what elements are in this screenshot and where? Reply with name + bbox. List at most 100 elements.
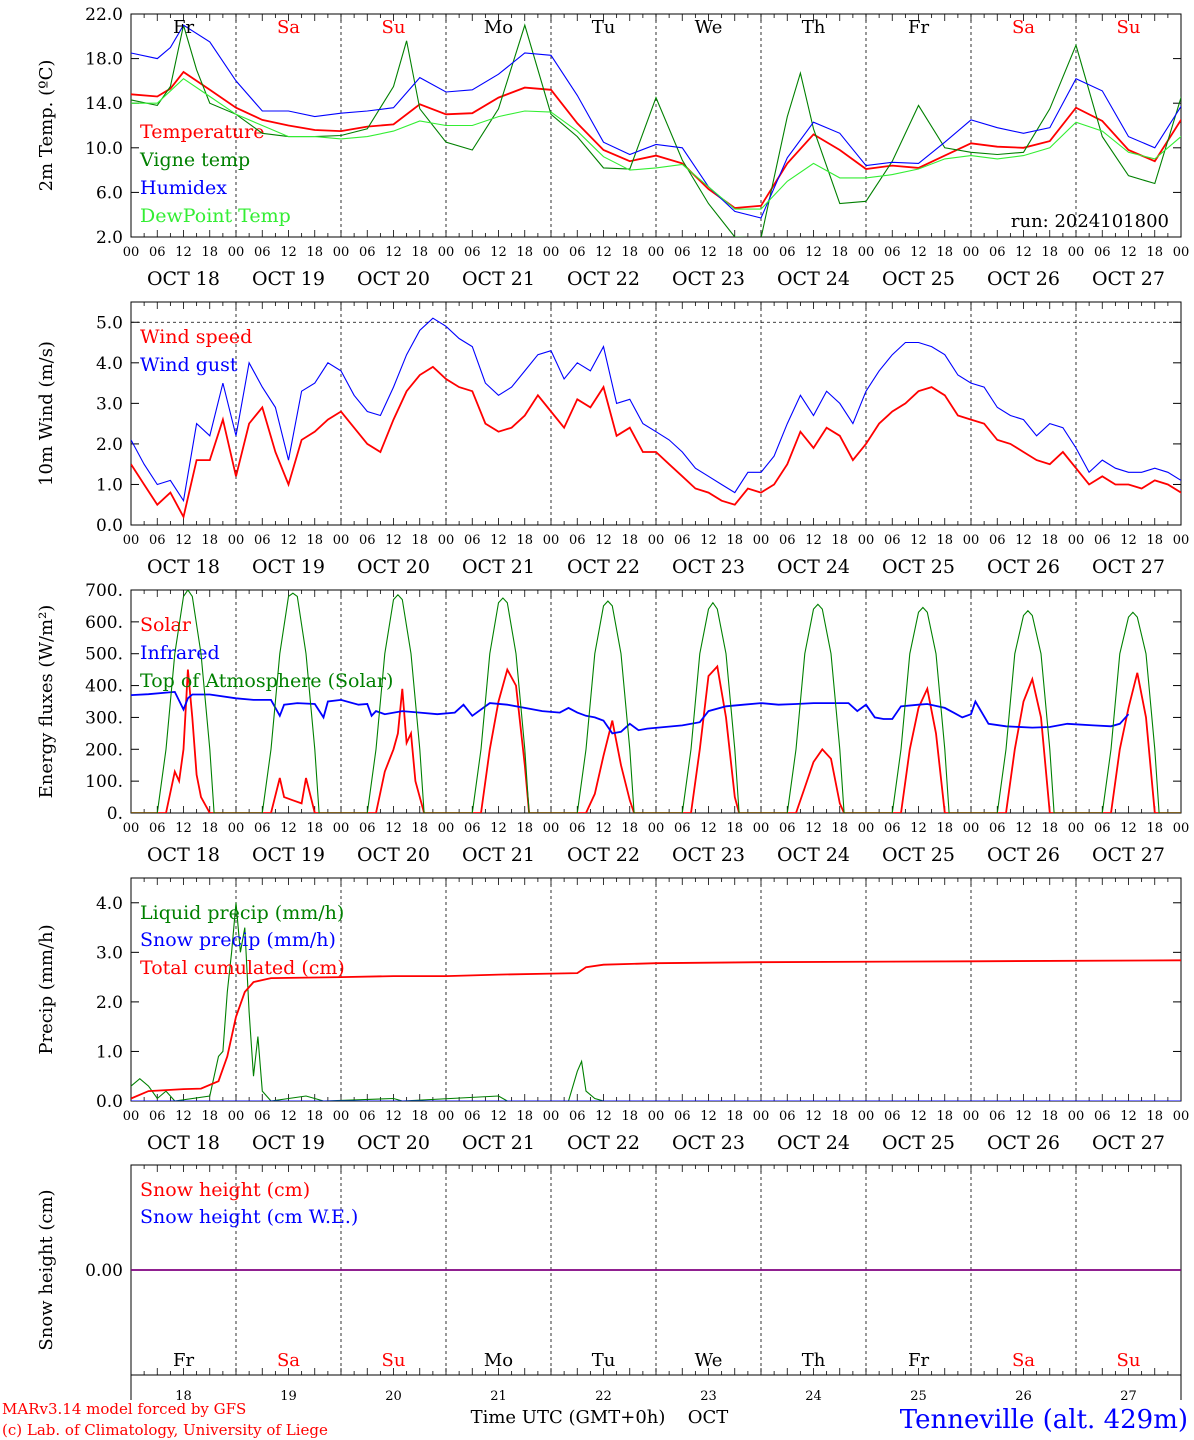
hour-tick-label: 00 xyxy=(543,821,560,836)
date-label: OCT 19 xyxy=(252,844,325,866)
hour-tick-label: 00 xyxy=(753,245,770,260)
date-label: OCT 26 xyxy=(987,268,1060,290)
legend-entry: Solar xyxy=(140,614,192,636)
hour-tick-label: 12 xyxy=(490,533,507,548)
hour-tick-label: 18 xyxy=(831,1109,848,1124)
hour-tick-label: 00 xyxy=(1173,245,1190,260)
date-label: OCT 21 xyxy=(462,556,535,578)
hour-tick-label: 12 xyxy=(595,1109,612,1124)
hour-tick-label: 06 xyxy=(1094,821,1111,836)
hour-tick-label: 18 xyxy=(516,1109,533,1124)
hour-tick-label: 18 xyxy=(936,533,953,548)
hour-tick-label: 18 xyxy=(726,1109,743,1124)
day-name-top: We xyxy=(695,17,723,38)
hour-tick-label: 18 xyxy=(726,821,743,836)
series-line-liquid-precip-mm-h- xyxy=(131,902,1181,1101)
y-tick-label: 14.0 xyxy=(85,94,123,114)
date-label: OCT 22 xyxy=(567,268,640,290)
hour-tick-label: 12 xyxy=(1120,533,1137,548)
y-tick-label: 200. xyxy=(85,740,123,760)
date-label: OCT 20 xyxy=(357,844,430,866)
date-label: OCT 26 xyxy=(987,556,1060,578)
hour-tick-label: 00 xyxy=(333,1109,350,1124)
hour-tick-label: 06 xyxy=(359,533,376,548)
hour-tick-label: 00 xyxy=(648,533,665,548)
y-tick-label: 4.0 xyxy=(96,894,123,914)
hour-tick-label: 06 xyxy=(569,245,586,260)
day-name-top: Tu xyxy=(592,17,616,38)
hour-tick-label: 00 xyxy=(123,245,140,260)
hour-tick-label: 12 xyxy=(700,533,717,548)
hour-tick-label: 12 xyxy=(1015,533,1032,548)
y-axis-label: Snow height (cm) xyxy=(36,1189,57,1350)
series-line-dewpoint-temp xyxy=(131,77,1181,210)
hour-tick-label: 06 xyxy=(254,245,271,260)
hour-tick-label: 06 xyxy=(674,245,691,260)
day-name-bottom: Sa xyxy=(1012,1350,1035,1371)
day-name-bottom: Sa xyxy=(277,1350,300,1371)
hour-tick-label: 06 xyxy=(779,245,796,260)
date-label: OCT 19 xyxy=(252,268,325,290)
hour-tick-label: 18 xyxy=(936,245,953,260)
lab-credit: (c) Lab. of Climatology, University of L… xyxy=(2,1421,328,1439)
hour-tick-label: 06 xyxy=(464,245,481,260)
date-label: OCT 23 xyxy=(672,268,745,290)
date-label: OCT 21 xyxy=(462,844,535,866)
date-label: OCT 24 xyxy=(777,1132,850,1154)
day-number: 25 xyxy=(910,1389,927,1404)
hour-tick-label: 12 xyxy=(280,245,297,260)
hour-tick-label: 00 xyxy=(1068,245,1085,260)
hour-tick-label: 18 xyxy=(1041,533,1058,548)
hour-tick-label: 00 xyxy=(963,533,980,548)
hour-tick-label: 06 xyxy=(569,1109,586,1124)
hour-tick-label: 06 xyxy=(884,533,901,548)
hour-tick-label: 00 xyxy=(1068,821,1085,836)
date-label: OCT 21 xyxy=(462,268,535,290)
hour-tick-label: 00 xyxy=(753,821,770,836)
hour-tick-label: 00 xyxy=(1068,1109,1085,1124)
hour-tick-label: 18 xyxy=(306,821,323,836)
y-tick-label: 500. xyxy=(85,645,123,665)
date-label: OCT 27 xyxy=(1092,1132,1165,1154)
hour-tick-label: 18 xyxy=(1146,1109,1163,1124)
time-axis-title: Time UTC (GMT+0h) xyxy=(471,1407,666,1428)
day-number: 24 xyxy=(805,1389,822,1404)
y-tick-label: 300. xyxy=(85,708,123,728)
y-tick-label: 100. xyxy=(85,772,123,792)
date-label: OCT 24 xyxy=(777,556,850,578)
hour-tick-label: 18 xyxy=(201,821,218,836)
date-label: OCT 22 xyxy=(567,1132,640,1154)
hour-tick-label: 06 xyxy=(779,1109,796,1124)
y-tick-label: 2.0 xyxy=(96,435,123,455)
hour-tick-label: 00 xyxy=(1173,821,1190,836)
day-name-bottom: We xyxy=(695,1350,723,1371)
hour-tick-label: 12 xyxy=(175,821,192,836)
hour-tick-label: 18 xyxy=(1146,821,1163,836)
hour-tick-label: 06 xyxy=(989,245,1006,260)
hour-tick-label: 06 xyxy=(359,821,376,836)
day-name-top: Fr xyxy=(908,17,929,38)
hour-tick-label: 06 xyxy=(149,533,166,548)
hour-tick-label: 18 xyxy=(306,245,323,260)
hour-tick-label: 18 xyxy=(621,245,638,260)
series-line-top-of-atmosphere-solar- xyxy=(131,590,1181,813)
hour-tick-label: 06 xyxy=(884,245,901,260)
hour-tick-label: 18 xyxy=(201,245,218,260)
hour-tick-label: 06 xyxy=(359,245,376,260)
hour-tick-label: 06 xyxy=(989,821,1006,836)
legend-entry: Top of Atmosphere (Solar) xyxy=(140,670,393,692)
hour-tick-label: 06 xyxy=(1094,245,1111,260)
hour-tick-label: 12 xyxy=(910,821,927,836)
hour-tick-label: 00 xyxy=(858,245,875,260)
hour-tick-label: 06 xyxy=(359,1109,376,1124)
station-name: Tenneville (alt. 429m) xyxy=(900,1405,1188,1435)
y-tick-label: 600. xyxy=(85,613,123,633)
y-tick-label: 10.0 xyxy=(85,139,123,159)
hour-tick-label: 00 xyxy=(123,533,140,548)
hour-tick-label: 06 xyxy=(779,821,796,836)
date-label: OCT 23 xyxy=(672,1132,745,1154)
hour-tick-label: 00 xyxy=(648,1109,665,1124)
hour-tick-label: 06 xyxy=(1094,533,1111,548)
hour-tick-label: 06 xyxy=(254,821,271,836)
